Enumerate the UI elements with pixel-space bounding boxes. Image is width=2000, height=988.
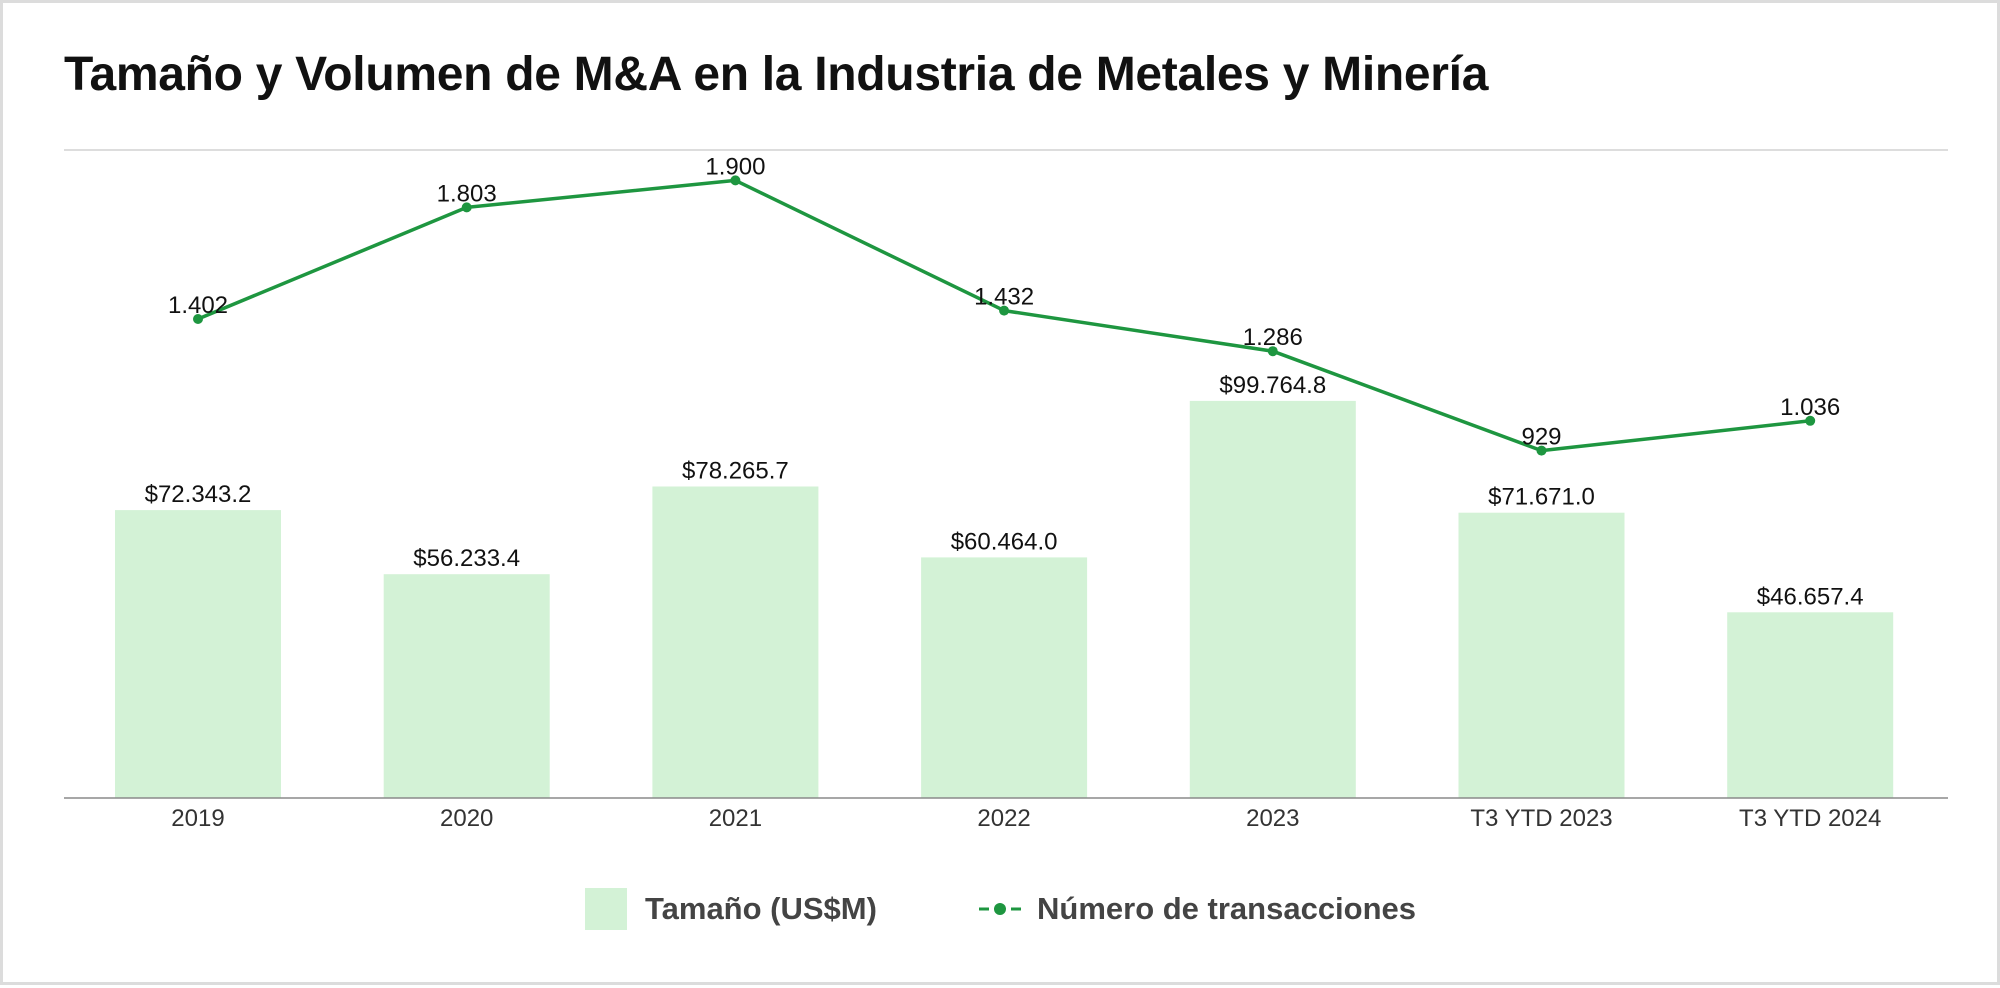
transactions-point-2 [730,175,741,186]
x-tick-label-0: 2019 [171,805,224,832]
transactions-value-label-5: 929 [1521,424,1561,451]
bar-2 [652,486,819,798]
transactions-point-5 [1536,445,1547,456]
title-divider [64,149,1948,151]
bar-series [115,400,1894,798]
bar-value-label-2: $78.265.7 [682,458,789,485]
transactions-value-label-3: 1.432 [974,284,1034,311]
legend-label-transactions: Número de transacciones [1037,891,1417,926]
legend: Tamaño (US$M) Número de transacciones [3,881,2000,937]
x-tick-label-3: 2022 [977,805,1030,832]
bar-6 [1727,612,1894,798]
transactions-value-label-4: 1.286 [1243,324,1303,351]
x-tick-label-4: 2023 [1246,805,1299,832]
bar-0 [115,510,281,798]
legend-item-transactions: Número de transacciones [979,881,1416,937]
transactions-point-1 [461,202,472,213]
x-tick-label-6: T3 YTD 2024 [1739,805,1881,832]
legend-line-swatch-icon [979,903,1021,915]
legend-label-size: Tamaño (US$M) [645,891,877,926]
bar-value-label-4: $99.764.8 [1219,372,1326,399]
bar-5 [1458,512,1625,798]
transactions-point-6 [1805,415,1816,426]
transactions-value-label-0: 1.402 [168,292,228,319]
bar-1 [383,574,550,798]
line-series [193,175,1816,456]
bar-value-label-5: $71.671.0 [1488,484,1595,511]
transactions-value-label-2: 1.900 [705,153,765,180]
x-axis: 2019 2020 2021 2022 2023 T3 YTD 2023 T3 YTD 20… [64,797,1948,832]
bar-4 [1189,400,1356,798]
legend-bar-swatch-icon [585,888,627,930]
x-tick-label-5: T3 YTD 2023 [1470,805,1612,832]
data-labels: $72.343.2 $56.233.4 $78.265.7 $60.464.0 $99.… [145,153,1864,610]
bar-value-label-3: $60.464.0 [951,528,1058,555]
bar-value-label-6: $46.657.4 [1757,583,1864,610]
legend-item-size: Tamaño (US$M) [585,881,877,937]
x-tick-label-1: 2020 [440,805,493,832]
bar-3 [921,557,1088,798]
chart-title: Tamaño y Volumen de M&A en la Industria … [64,48,1489,101]
combo-chart: 2019 2020 2021 2022 2023 T3 YTD 2023 T3 YTD 20… [64,153,1948,832]
transactions-point-4 [1267,346,1278,357]
transactions-value-label-1: 1.803 [437,180,497,207]
transactions-point-3 [999,305,1010,316]
bar-value-label-0: $72.343.2 [145,481,252,508]
x-tick-label-2: 2021 [709,805,762,832]
bar-value-label-1: $56.233.4 [413,545,520,572]
transactions-point-0 [193,314,203,324]
transactions-value-label-6: 1.036 [1780,394,1840,421]
